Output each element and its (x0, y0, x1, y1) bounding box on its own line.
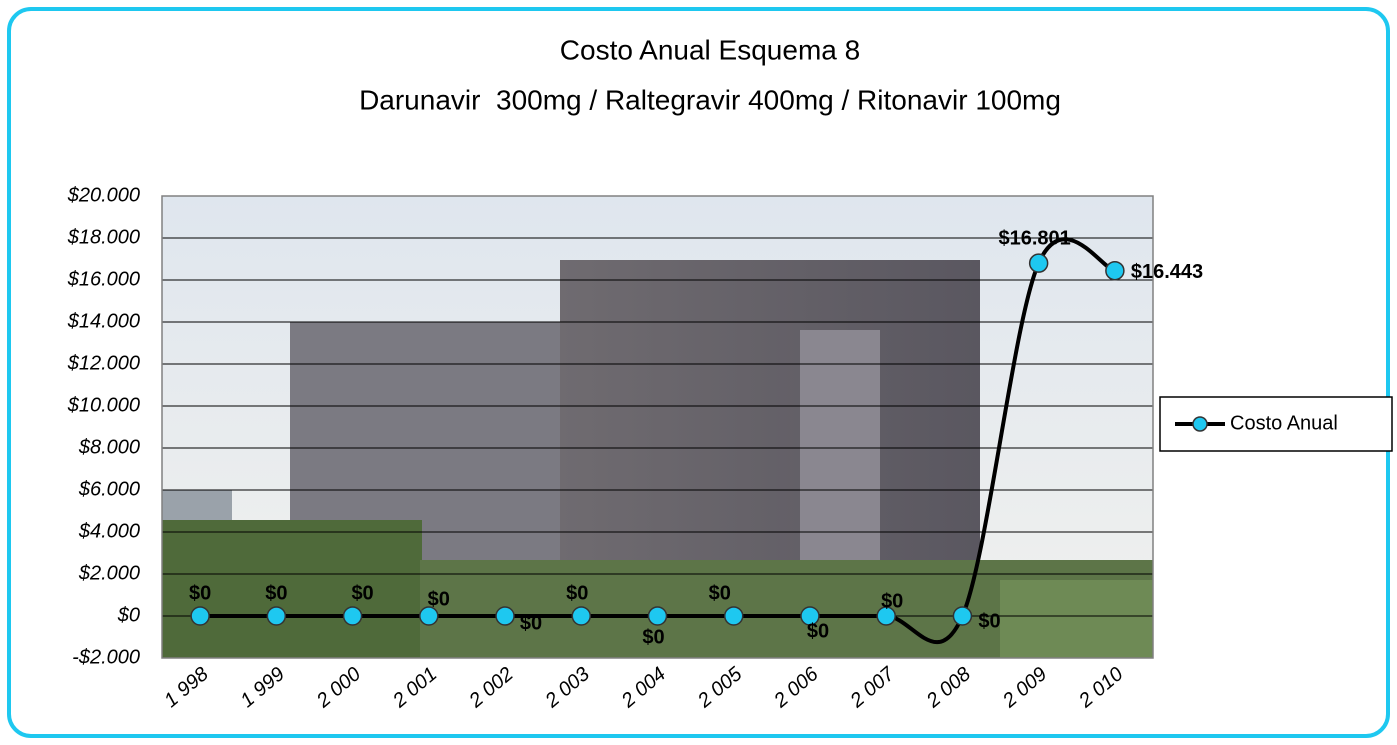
marker (191, 607, 209, 625)
chart: Costo Anual Esquema 8 Darunavir 300mg / … (0, 0, 1397, 745)
legend-label: Costo Anual (1230, 412, 1338, 434)
y-tick-label: $18.000 (67, 226, 140, 248)
data-label: $0 (709, 582, 731, 604)
marker (953, 607, 971, 625)
data-label: $0 (265, 582, 287, 604)
data-label: $0 (978, 610, 1000, 632)
data-label: $0 (807, 620, 829, 642)
marker (649, 607, 667, 625)
data-label: $0 (351, 582, 373, 604)
marker (267, 607, 285, 625)
legend: Costo Anual (1160, 397, 1392, 451)
chart-title: Costo Anual Esquema 8 (560, 34, 860, 65)
y-tick-label: $10.000 (67, 394, 140, 416)
y-tick-label: -$2.000 (72, 646, 140, 668)
data-label: $0 (642, 626, 664, 648)
y-tick-label: $0 (117, 604, 140, 626)
chart-subtitle: Darunavir 300mg / Raltegravir 400mg / Ri… (359, 84, 1061, 115)
y-tick-label: $12.000 (67, 352, 140, 374)
data-label: $0 (189, 582, 211, 604)
y-tick-label: $4.000 (78, 520, 140, 542)
legend-marker (1193, 417, 1207, 431)
y-tick-label: $14.000 (67, 310, 140, 332)
marker (1030, 254, 1048, 272)
data-label: $0 (566, 582, 588, 604)
y-tick-label: $6.000 (78, 478, 140, 500)
marker (572, 607, 590, 625)
data-label: $0 (428, 588, 450, 610)
data-label: $0 (520, 612, 542, 634)
marker (1106, 262, 1124, 280)
marker (344, 607, 362, 625)
data-label: $16.801 (999, 227, 1071, 249)
y-tick-label: $8.000 (78, 436, 140, 458)
y-tick-label: $20.000 (67, 184, 140, 206)
data-label: $0 (881, 590, 903, 612)
y-tick-label: $2.000 (78, 562, 140, 584)
marker (496, 607, 514, 625)
y-tick-label: $16.000 (67, 268, 140, 290)
data-label: $16.443 (1131, 261, 1203, 283)
marker (725, 607, 743, 625)
